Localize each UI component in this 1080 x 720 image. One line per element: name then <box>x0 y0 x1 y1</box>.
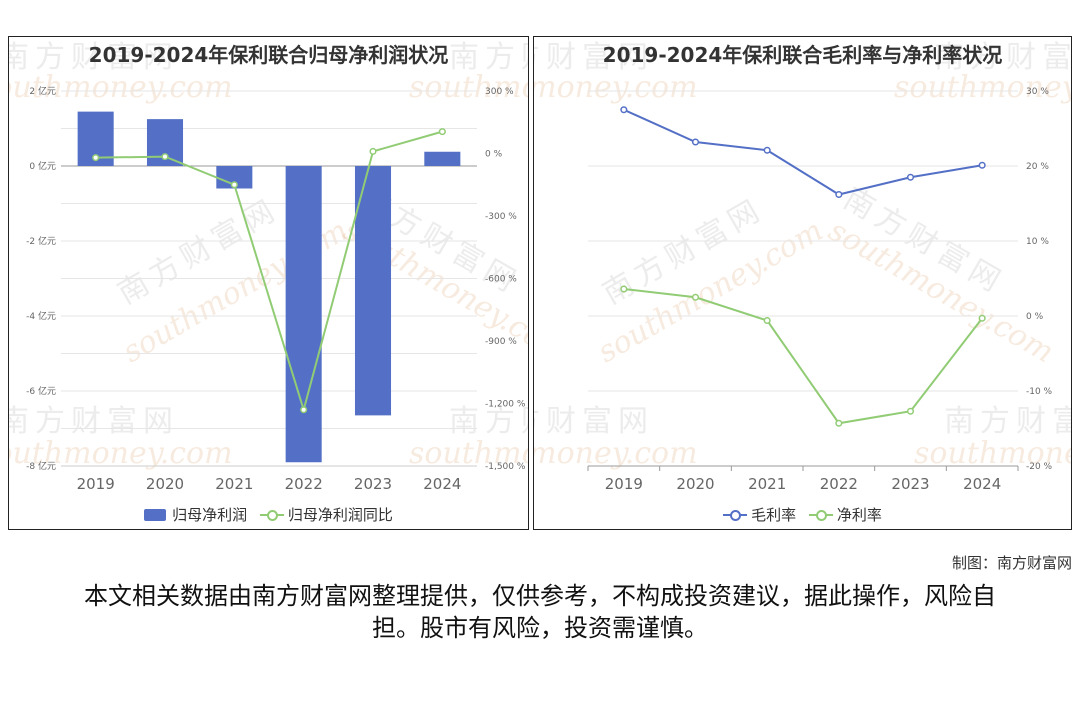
legend-item-line[interactable]: 归母净利润同比 <box>259 504 393 525</box>
legend-swatch <box>723 509 748 521</box>
margin-chart-svg: 30 % 20 % 10 % 0 % -10 % -20 % 2019 2020 2021 202… <box>587 87 1053 493</box>
net-margin-line <box>623 288 983 425</box>
x-tick-label: 2022 <box>285 475 323 493</box>
net-margin-point-2023 <box>906 407 915 415</box>
y-tick-label-right: -1,200 % <box>485 400 526 410</box>
profit-chart-svg: 2 亿元 0 亿元 -2 亿元 -4 亿元 -6 亿元 -8 亿元 300 % 0 % -300… <box>26 85 526 493</box>
y-tick-label-left: 2 亿元 <box>29 85 56 97</box>
y-tick-label-right: -300 % <box>485 212 517 222</box>
chart-panel-profit: 南方财富网 southmoney.com 南方财富网 southmoney.co… <box>8 36 529 530</box>
x-tick-label: 2021 <box>748 475 786 493</box>
legend-label: 归母净利润 <box>172 506 248 524</box>
net-margin-point-2024 <box>978 314 986 322</box>
net-margin-point-2020 <box>691 293 700 301</box>
x-tick-label: 2024 <box>963 475 1001 493</box>
yoy-point-2024 <box>438 128 446 136</box>
gross-margin-point-2023 <box>906 173 915 181</box>
bar-2023 <box>354 166 392 416</box>
legend-swatch <box>259 509 284 521</box>
y-tick-label-left: -8 亿元 <box>26 460 56 472</box>
y-tick-label-left: -2 亿元 <box>26 235 56 247</box>
x-tick-label: 2021 <box>215 475 253 493</box>
bar-2024 <box>424 151 461 166</box>
chart-title: 2019-2024年保利联合归母净利润状况 <box>88 43 449 67</box>
x-tick-label: 2020 <box>676 475 714 493</box>
net-margin-point-2019 <box>620 285 628 293</box>
gross-margin-point-2019 <box>620 106 628 114</box>
legend-item-gross[interactable]: 毛利率 <box>723 504 796 525</box>
chart-title: 2019-2024年保利联合毛利率与净利率状况 <box>602 43 1003 67</box>
legend-swatch <box>144 508 167 521</box>
y-tick-label-right: 20 % <box>1026 162 1049 172</box>
chart-credit: 制图：南方财富网 <box>951 554 1072 572</box>
y-tick-label-right: -900 % <box>485 337 517 347</box>
y-tick-label-right: 300 % <box>485 87 514 97</box>
y-tick-label-left: -6 亿元 <box>26 385 56 397</box>
gross-margin-point-2020 <box>691 138 700 146</box>
yoy-point-2019 <box>92 154 100 162</box>
legend-label: 净利率 <box>836 506 882 524</box>
net-margin-point-2021 <box>763 316 771 325</box>
y-tick-label-right: -1,500 % <box>485 462 526 472</box>
y-tick-label-left: -4 亿元 <box>26 310 56 322</box>
chart-legend: 毛利率 净利率 <box>534 504 1071 525</box>
x-tick-label: 2020 <box>146 475 184 493</box>
chart-panel-margins: 南方财富网 southmoney.com 南方财富网 southmoney.co… <box>533 36 1072 530</box>
legend-item-net[interactable]: 净利率 <box>808 504 882 525</box>
y-tick-label-right: -10 % <box>1026 387 1053 397</box>
y-tick-label-right: -600 % <box>485 275 517 285</box>
bar-2021 <box>216 166 253 189</box>
x-tick-label: 2022 <box>820 475 858 493</box>
y-tick-label-right: -20 % <box>1026 462 1053 472</box>
y-tick-label-right: 0 % <box>1026 312 1044 322</box>
yoy-point-2021 <box>230 181 238 189</box>
legend-label: 归母净利润同比 <box>287 506 393 524</box>
x-tick-label: 2019 <box>605 475 643 493</box>
yoy-line <box>95 130 443 414</box>
yoy-point-2022 <box>300 406 308 414</box>
disclaimer-text: 本文相关数据由南方财富网整理提供，仅供参考，不构成投资建议，据此操作，风险自担。… <box>84 582 996 642</box>
gross-margin-line <box>623 108 983 196</box>
legend-swatch <box>808 509 833 521</box>
gross-margin-point-2022 <box>835 190 843 199</box>
x-tick-label: 2019 <box>77 475 115 493</box>
y-tick-label-left: 0 亿元 <box>29 160 56 172</box>
x-tick-label: 2023 <box>354 475 392 493</box>
y-tick-label-right: 30 % <box>1026 87 1049 97</box>
y-tick-label-right: 10 % <box>1026 237 1049 247</box>
yoy-point-2020 <box>161 153 169 161</box>
bar-2022 <box>285 166 322 463</box>
x-tick-label: 2023 <box>891 475 929 493</box>
chart-legend: 归母净利润 归母净利润同比 <box>9 504 528 525</box>
gross-margin-point-2024 <box>978 161 986 169</box>
x-tick-label: 2024 <box>423 475 461 493</box>
legend-item-bar[interactable]: 归母净利润 <box>144 504 247 525</box>
legend-label: 毛利率 <box>751 506 797 524</box>
y-tick-label-right: 0 % <box>485 150 503 160</box>
yoy-point-2023 <box>369 147 377 155</box>
gross-margin-point-2021 <box>763 146 771 154</box>
net-margin-point-2022 <box>835 419 843 427</box>
